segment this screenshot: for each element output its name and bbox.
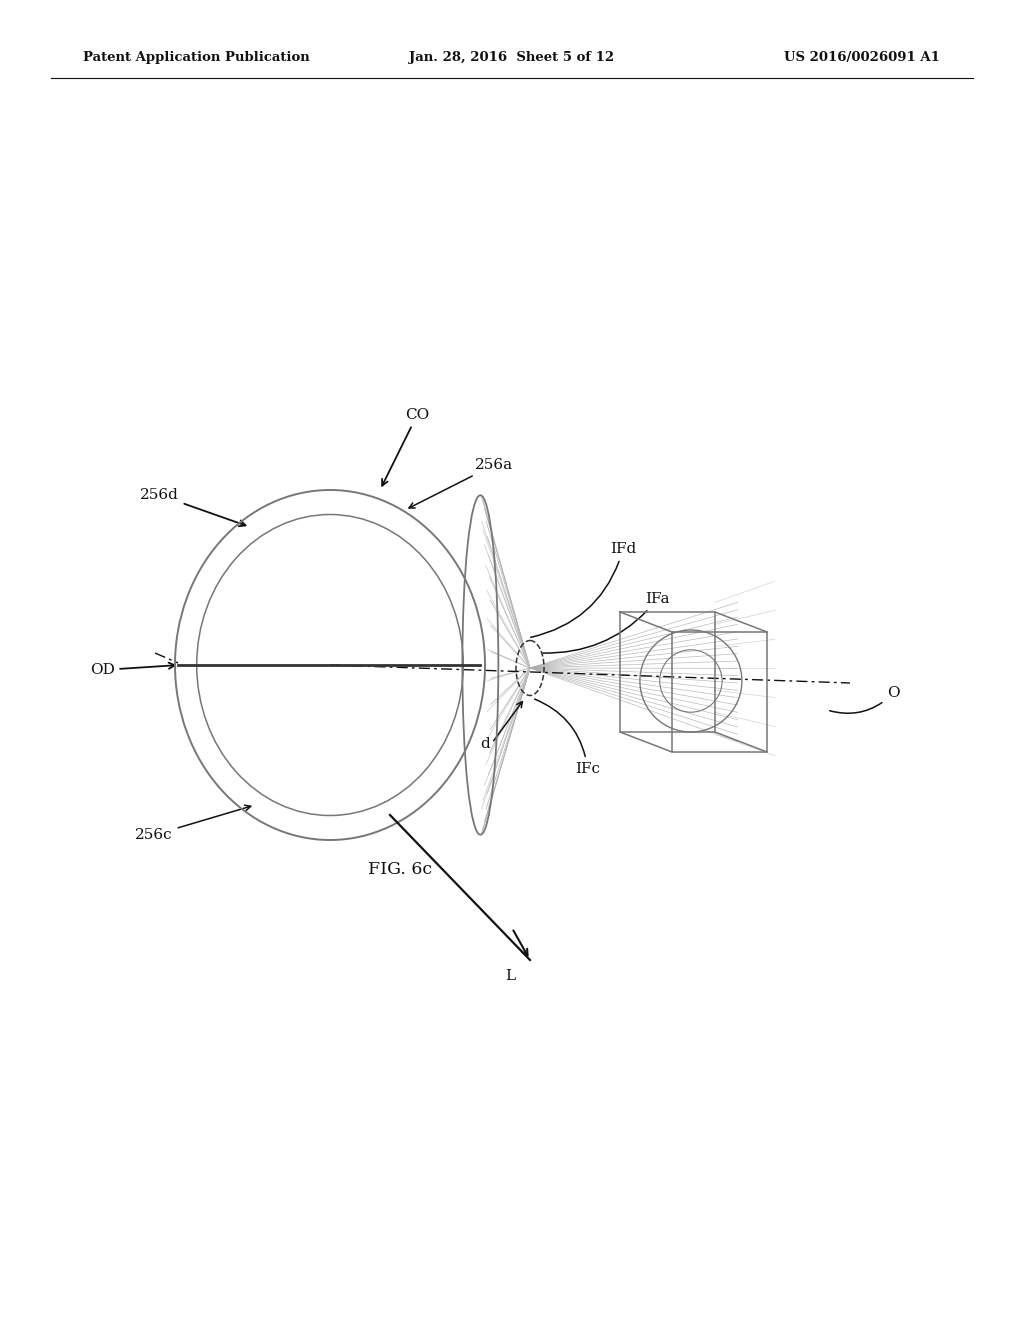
Text: CO: CO [382,408,429,486]
Text: 256a: 256a [409,458,513,508]
Text: IFd: IFd [530,543,636,638]
Text: 256c: 256c [135,805,251,842]
Text: Jan. 28, 2016  Sheet 5 of 12: Jan. 28, 2016 Sheet 5 of 12 [410,51,614,65]
Text: d: d [480,737,489,751]
Text: FIG. 6c: FIG. 6c [368,862,432,879]
Text: L: L [505,969,515,983]
Text: US 2016/0026091 A1: US 2016/0026091 A1 [784,51,940,65]
Text: Patent Application Publication: Patent Application Publication [83,51,309,65]
Text: 256d: 256d [140,488,246,527]
Text: IFa: IFa [543,591,670,653]
Text: OD: OD [90,663,175,677]
Text: O: O [829,686,900,713]
Text: IFc: IFc [535,700,600,776]
